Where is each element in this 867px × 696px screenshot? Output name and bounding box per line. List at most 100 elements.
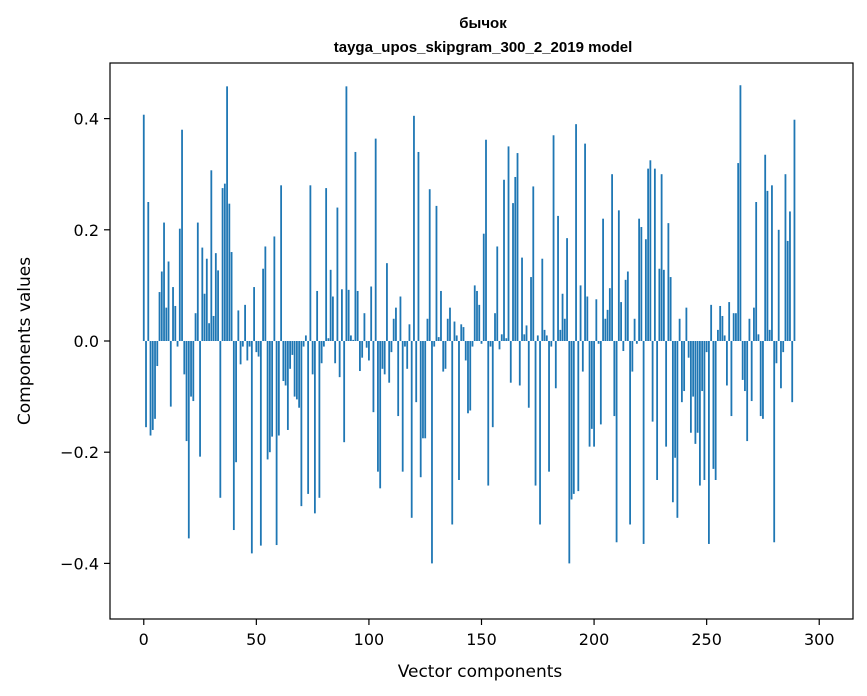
bar [356, 290, 359, 341]
bar [534, 341, 537, 486]
bar [298, 341, 301, 408]
chart-title: бычок [459, 15, 507, 32]
bar [449, 307, 451, 341]
bar [622, 341, 625, 352]
bar [705, 341, 708, 353]
bar [431, 341, 433, 564]
bar [694, 341, 697, 444]
bar [361, 341, 364, 358]
bar [762, 341, 764, 419]
bar [226, 86, 228, 341]
bar [629, 341, 631, 525]
bar [789, 211, 791, 341]
bar [302, 341, 305, 347]
bar [606, 309, 609, 341]
bar [273, 236, 276, 341]
bar [169, 341, 172, 407]
bar [595, 299, 598, 341]
bar [460, 324, 463, 341]
x-tick-label: 300 [804, 630, 835, 649]
bar [208, 323, 210, 341]
bar [624, 279, 627, 341]
bar [347, 289, 350, 341]
bar [719, 305, 722, 341]
bar [635, 341, 638, 344]
bar [199, 341, 201, 457]
bar [192, 341, 195, 402]
bar [345, 86, 348, 341]
bar [782, 341, 785, 353]
bar [250, 341, 253, 554]
bar [395, 307, 397, 341]
bar [388, 341, 391, 383]
bar [451, 341, 454, 525]
bar [440, 290, 442, 341]
bar [550, 341, 553, 347]
bar [415, 341, 418, 403]
bar [671, 341, 674, 503]
x-tick-label: 50 [246, 630, 266, 649]
bar [334, 341, 337, 364]
bar [196, 222, 199, 341]
bar [496, 246, 499, 341]
bar [178, 228, 181, 341]
bar [746, 341, 749, 442]
bar [554, 341, 557, 389]
bar [597, 341, 600, 344]
bar [498, 341, 501, 350]
bar [291, 341, 294, 355]
bar [512, 203, 514, 341]
bar [426, 318, 429, 341]
bar [611, 174, 613, 341]
bar [548, 341, 550, 472]
bar [286, 341, 289, 430]
bar [167, 261, 170, 341]
bar [408, 324, 411, 341]
bar [741, 341, 744, 380]
bar [689, 341, 692, 433]
bar [471, 341, 474, 347]
bar [685, 307, 688, 341]
bar [455, 335, 458, 341]
y-axis-label: Components values [15, 257, 35, 425]
bar [365, 341, 368, 348]
bar [680, 341, 683, 403]
bar [467, 341, 469, 414]
y-tick-label: −0.2 [60, 443, 99, 462]
bar [766, 190, 769, 341]
bar [295, 341, 298, 400]
bar [442, 341, 445, 372]
bar [480, 341, 483, 344]
bar [446, 318, 449, 341]
bar [289, 341, 292, 369]
y-tick-label: 0.2 [74, 221, 99, 240]
bar [701, 341, 704, 392]
bar [599, 341, 602, 425]
bar [791, 341, 794, 403]
bar [491, 341, 494, 428]
bar [644, 239, 647, 341]
bar [674, 341, 677, 458]
bar [793, 119, 796, 342]
bar [521, 257, 523, 341]
bar [683, 341, 686, 392]
bar [726, 341, 728, 386]
bar [503, 179, 505, 341]
bar [464, 341, 467, 361]
bar [545, 335, 548, 341]
bar [277, 341, 280, 436]
bar [638, 218, 641, 341]
bar [282, 341, 285, 382]
bar [368, 341, 370, 361]
bar [185, 341, 188, 442]
bar [404, 341, 406, 347]
bar [572, 341, 575, 494]
bar [764, 154, 767, 341]
bar [145, 341, 147, 428]
bar [307, 341, 310, 494]
bar [437, 337, 440, 341]
bar [489, 341, 492, 347]
bar [217, 270, 219, 341]
bar [509, 341, 512, 383]
